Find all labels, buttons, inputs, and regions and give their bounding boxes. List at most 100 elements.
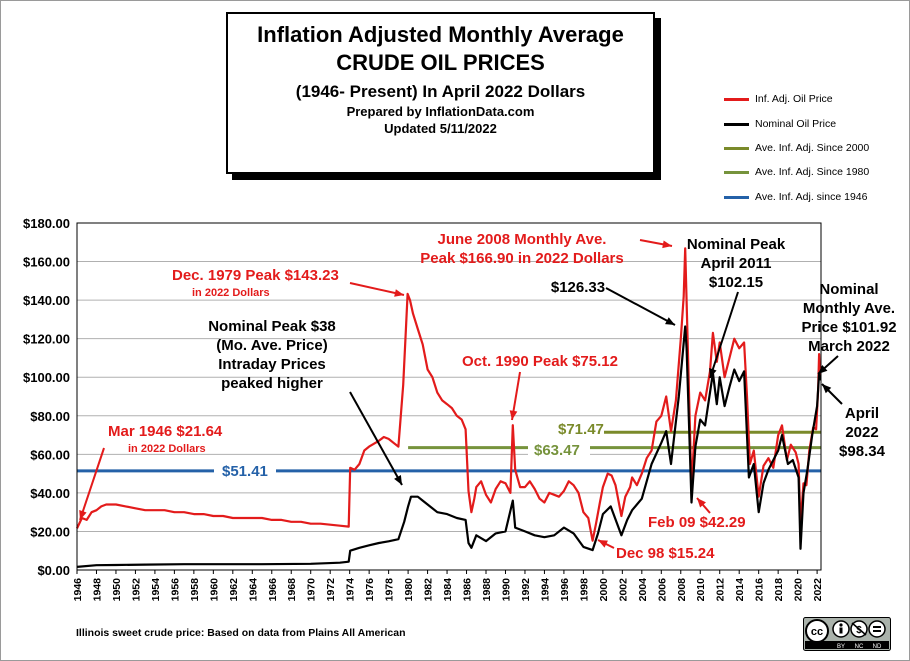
annotation-june-2008-peak: Peak $166.90 in 2022 Dollars xyxy=(420,250,623,267)
reference-line-label: $63.47 xyxy=(534,442,580,459)
reference-line-label: $71.47 xyxy=(558,421,604,438)
annotation-oct-1990-peak: Oct. 1990 Peak $75.12 xyxy=(462,353,618,370)
arrow-april-2022-head xyxy=(822,384,832,394)
annotations-layer: Mar 1946 $21.64 in 2022 Dollars Dec. 1979 … xyxy=(79,231,897,562)
annotation-nominal-peak-2011: April 2011 xyxy=(701,255,772,272)
legend-item-ave-since-1946: Ave. Inf. Adj. since 1946 xyxy=(724,190,867,204)
x-tick-label: 2020 xyxy=(793,578,805,602)
arrow-dec-1979-head xyxy=(394,289,404,297)
legend-swatch xyxy=(724,146,749,150)
nc-label: NC xyxy=(855,644,864,650)
chart-title-line2: CRUDE OIL PRICES xyxy=(336,50,545,75)
x-tick-label: 1962 xyxy=(228,578,240,602)
legend-label: Ave. Inf. Adj. Since 2000 xyxy=(755,142,870,154)
x-tick-label: 2022 xyxy=(812,578,824,602)
arrow-mar-1946 xyxy=(79,447,105,521)
reference-label-bg xyxy=(214,465,276,483)
legend-label: Ave. Inf. Adj. since 1946 xyxy=(755,191,868,203)
annotation-dec-1979-peak: Dec. 1979 Peak $143.23 xyxy=(172,267,339,284)
x-tick-label: 1958 xyxy=(189,578,201,602)
title-box: Inflation Adjusted Monthly Average CRUDE… xyxy=(226,12,655,174)
cc-text: cc xyxy=(811,626,823,638)
y-tick-label: $180.00 xyxy=(23,216,70,231)
y-tick-label: $120.00 xyxy=(23,332,70,347)
annotation-nominal-peak-38: Intraday Prices xyxy=(218,356,326,373)
x-tick-label: 1996 xyxy=(559,578,571,602)
x-tick-label: 1982 xyxy=(423,578,435,602)
by-label: BY xyxy=(837,644,845,650)
legend-swatch xyxy=(724,97,749,101)
arrow-nominal-march-2022-head xyxy=(818,364,828,374)
x-tick-label: 1984 xyxy=(442,578,454,602)
series-layer xyxy=(76,247,822,568)
arrow-dec-98-head xyxy=(598,540,608,548)
x-tick-label: 1986 xyxy=(462,578,474,602)
chart-credit: Prepared by InflationData.com xyxy=(346,104,535,119)
legend-swatch xyxy=(724,170,749,174)
x-tick-label: 1980 xyxy=(403,578,415,602)
y-tick-label: $100.00 xyxy=(23,370,70,385)
y-tick-label: $60.00 xyxy=(30,447,70,462)
inflation-adjusted-price-line xyxy=(76,247,822,542)
annotation-nominal-peak-38: Nominal Peak $38 xyxy=(208,318,336,335)
arrow-nominal-38 xyxy=(349,391,403,486)
legend-swatch xyxy=(724,122,749,126)
legend-item-nominal-oil-price: Nominal Oil Price xyxy=(724,117,836,131)
x-tick-label: 1960 xyxy=(208,578,220,602)
arrow-june-2008-head xyxy=(662,240,672,249)
annotation-dec-98: Dec 98 $15.24 xyxy=(616,545,715,562)
x-tick-label: 1950 xyxy=(111,578,123,602)
x-tick-label: 1948 xyxy=(91,578,103,602)
annotation-dec-1979-peak-sub: in 2022 Dollars xyxy=(192,287,270,299)
x-tick-label: 2016 xyxy=(754,578,766,602)
source-footnote: Illinois sweet crude price: Based on dat… xyxy=(76,627,406,639)
x-tick-label: 1954 xyxy=(150,578,162,602)
annotation-nominal-peak-38: (Mo. Ave. Price) xyxy=(216,337,327,354)
x-tick-label: 1968 xyxy=(286,578,298,602)
x-tick-label: 1964 xyxy=(247,578,259,602)
cc-icon xyxy=(805,619,829,643)
arrow-nominal-2011 xyxy=(709,291,739,379)
nd-label: ND xyxy=(873,644,882,650)
legend-label: Inf. Adj. Oil Price xyxy=(755,93,833,105)
x-tick-label: 1974 xyxy=(345,578,357,602)
y-tick-label: $80.00 xyxy=(30,409,70,424)
arrow-nominal-2011-head xyxy=(709,368,717,378)
arrow-dec-1979 xyxy=(349,282,405,296)
x-tick-label: 1990 xyxy=(500,578,512,602)
legend-item-ave-since-2000: Ave. Inf. Adj. Since 2000 xyxy=(724,141,869,155)
reference-lines-layer: $51.41 $63.47 $71.47 xyxy=(77,421,821,483)
axis-layer: $0.00 $20.00 $40.00 $60.00 $80.00 $100.00 $120… xyxy=(23,216,824,601)
chart-updated: Updated 5/11/2022 xyxy=(384,121,497,136)
x-tick-label: 1952 xyxy=(130,578,142,602)
annotation-nominal-peak-38: peaked higher xyxy=(221,375,323,392)
x-tick-label: 1956 xyxy=(169,578,181,602)
chart-title-line1: Inflation Adjusted Monthly Average xyxy=(257,22,624,47)
annotation-april-2022: April xyxy=(845,405,879,422)
annotation-nominal-peak-2011: Nominal Peak xyxy=(687,236,786,253)
reference-label-bg xyxy=(552,423,604,441)
y-tick-label: $0.00 xyxy=(37,563,70,578)
y-tick-label: $140.00 xyxy=(23,293,70,308)
y-tick-label: $160.00 xyxy=(23,255,70,270)
arrow-oct-1990-head xyxy=(509,410,518,420)
x-tick-label: 2002 xyxy=(617,578,629,602)
annotation-nominal-march-2022: Monthly Ave. xyxy=(803,300,895,317)
plot-border xyxy=(76,222,822,571)
x-tick-label: 2008 xyxy=(676,578,688,602)
annotation-feb-09: Feb 09 $42.29 xyxy=(648,514,746,531)
annotation-nominal-march-2022: Nominal xyxy=(819,281,878,298)
reference-line-label: $51.41 xyxy=(222,463,268,480)
x-tick-label: 1970 xyxy=(306,578,318,602)
x-tick-label: 2012 xyxy=(715,578,727,602)
reference-label-bg xyxy=(528,444,590,462)
x-tick-label: 1946 xyxy=(72,578,84,602)
creative-commons-badge[interactable]: cc $ BY NC ND xyxy=(803,617,891,651)
annotation-mar-1946: Mar 1946 $21.64 xyxy=(108,423,223,440)
x-tick-label: 2004 xyxy=(637,578,649,602)
x-tick-label: 1976 xyxy=(364,578,376,602)
nominal-price-line xyxy=(76,325,822,568)
x-tick-label: 1978 xyxy=(384,578,396,602)
x-tick-label: 1966 xyxy=(267,578,279,602)
